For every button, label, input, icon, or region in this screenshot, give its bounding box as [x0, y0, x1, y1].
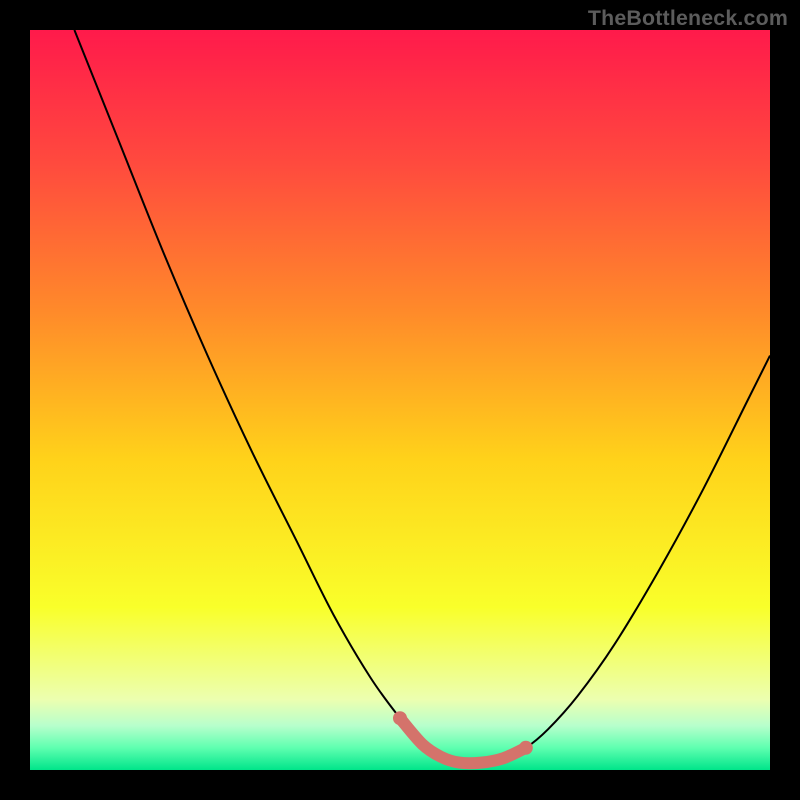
optimal-range-start-marker	[393, 711, 407, 725]
chart-stage: TheBottleneck.com	[0, 0, 800, 800]
source-watermark: TheBottleneck.com	[588, 6, 788, 31]
plot-background	[30, 30, 770, 770]
optimal-range-end-marker	[519, 741, 533, 755]
bottleneck-chart	[0, 0, 800, 800]
